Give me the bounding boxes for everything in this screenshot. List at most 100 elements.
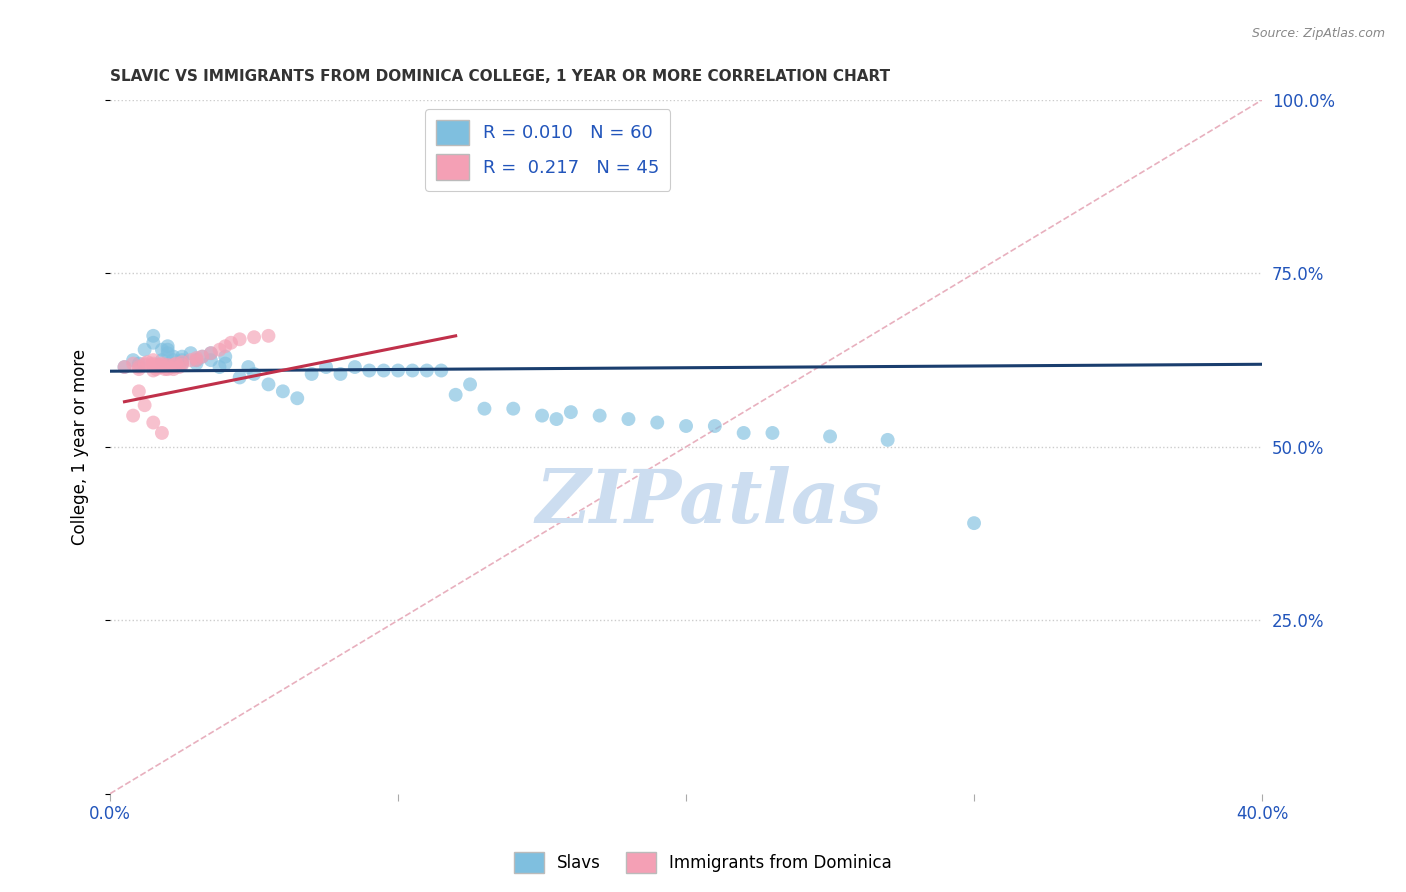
Point xyxy=(162,350,184,364)
Point xyxy=(136,355,159,369)
Point xyxy=(170,358,193,372)
Point xyxy=(228,332,250,346)
Point xyxy=(134,343,156,357)
Point xyxy=(617,412,640,426)
Point xyxy=(186,357,208,371)
Point xyxy=(186,353,208,368)
Point xyxy=(876,433,898,447)
Point xyxy=(214,339,236,353)
Point xyxy=(243,330,266,344)
Point xyxy=(430,363,453,377)
Point xyxy=(458,377,481,392)
Text: Source: ZipAtlas.com: Source: ZipAtlas.com xyxy=(1251,27,1385,40)
Point xyxy=(128,357,150,371)
Point xyxy=(474,401,496,416)
Point xyxy=(214,357,236,371)
Point xyxy=(180,346,202,360)
Point xyxy=(200,346,222,360)
Point xyxy=(200,353,222,368)
Point xyxy=(134,357,156,371)
Point xyxy=(148,359,170,374)
Point xyxy=(142,335,165,350)
Point xyxy=(156,359,179,374)
Point xyxy=(170,357,193,371)
Point xyxy=(134,398,156,412)
Point xyxy=(191,350,214,364)
Point xyxy=(128,384,150,399)
Point xyxy=(150,425,173,440)
Point xyxy=(156,358,179,372)
Point xyxy=(165,357,187,371)
Point xyxy=(301,367,323,381)
Point xyxy=(228,370,250,384)
Point xyxy=(359,363,381,377)
Point xyxy=(180,353,202,368)
Point xyxy=(444,388,467,402)
Point xyxy=(733,425,755,440)
Point xyxy=(170,355,193,369)
Point xyxy=(162,362,184,376)
Legend: Slavs, Immigrants from Dominica: Slavs, Immigrants from Dominica xyxy=(508,846,898,880)
Point xyxy=(373,363,395,377)
Point xyxy=(167,359,190,374)
Point xyxy=(315,359,337,374)
Point xyxy=(150,359,173,374)
Point xyxy=(560,405,582,419)
Point xyxy=(156,346,179,360)
Point xyxy=(148,358,170,372)
Point xyxy=(122,357,145,371)
Point xyxy=(128,362,150,376)
Point xyxy=(675,419,697,434)
Point xyxy=(128,359,150,374)
Point xyxy=(170,353,193,368)
Point xyxy=(546,412,568,426)
Point xyxy=(170,350,193,364)
Point xyxy=(150,343,173,357)
Point xyxy=(531,409,554,423)
Point xyxy=(818,429,841,443)
Text: SLAVIC VS IMMIGRANTS FROM DOMINICA COLLEGE, 1 YEAR OR MORE CORRELATION CHART: SLAVIC VS IMMIGRANTS FROM DOMINICA COLLE… xyxy=(110,69,890,84)
Y-axis label: College, 1 year or more: College, 1 year or more xyxy=(72,349,89,545)
Point xyxy=(243,367,266,381)
Point xyxy=(145,362,167,376)
Point xyxy=(150,357,173,371)
Point xyxy=(416,363,439,377)
Point xyxy=(761,425,783,440)
Point xyxy=(114,359,136,374)
Point xyxy=(238,359,260,374)
Point xyxy=(285,391,308,405)
Point xyxy=(142,328,165,343)
Point xyxy=(214,350,236,364)
Point xyxy=(703,419,725,434)
Point xyxy=(257,328,280,343)
Text: ZIPatlas: ZIPatlas xyxy=(536,466,883,539)
Point xyxy=(162,353,184,368)
Point xyxy=(401,363,423,377)
Point xyxy=(142,357,165,371)
Point xyxy=(150,358,173,372)
Point xyxy=(200,346,222,360)
Point xyxy=(145,359,167,374)
Point xyxy=(162,359,184,374)
Point xyxy=(588,409,610,423)
Point xyxy=(150,353,173,368)
Point xyxy=(963,516,986,530)
Point xyxy=(387,363,409,377)
Point xyxy=(645,416,668,430)
Point xyxy=(191,350,214,364)
Point xyxy=(156,339,179,353)
Point xyxy=(114,359,136,374)
Point xyxy=(257,377,280,392)
Legend: R = 0.010   N = 60, R =  0.217   N = 45: R = 0.010 N = 60, R = 0.217 N = 45 xyxy=(426,109,671,191)
Point xyxy=(142,416,165,430)
Point xyxy=(186,351,208,365)
Point xyxy=(186,353,208,368)
Point xyxy=(162,358,184,372)
Point xyxy=(142,353,165,368)
Point xyxy=(502,401,524,416)
Point xyxy=(142,358,165,372)
Point xyxy=(122,409,145,423)
Point xyxy=(156,362,179,376)
Point xyxy=(153,362,176,376)
Point xyxy=(208,359,231,374)
